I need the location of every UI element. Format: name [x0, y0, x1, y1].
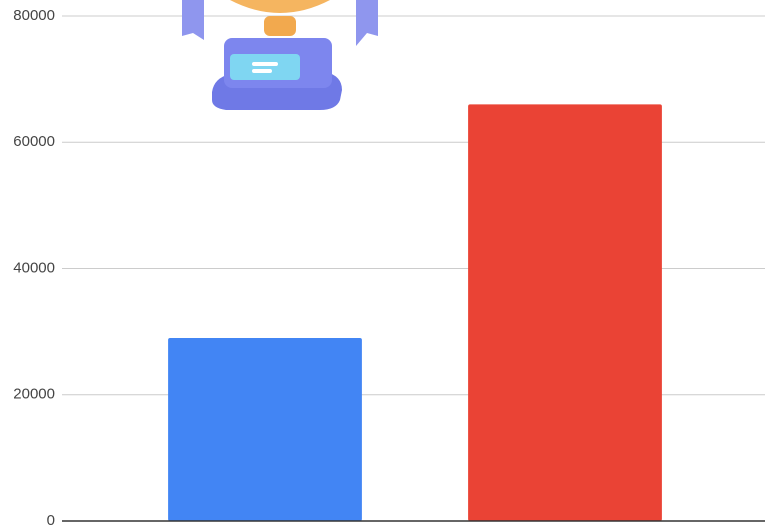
y-tick-label: 80000 — [13, 7, 55, 24]
y-tick-label: 20000 — [13, 386, 55, 403]
bar — [168, 337, 362, 521]
bar — [468, 104, 662, 521]
y-tick-label: 40000 — [13, 259, 55, 276]
y-tick-label: 60000 — [13, 133, 55, 150]
y-tick-label: 0 — [47, 512, 55, 528]
trophy-illustration — [182, 0, 378, 110]
